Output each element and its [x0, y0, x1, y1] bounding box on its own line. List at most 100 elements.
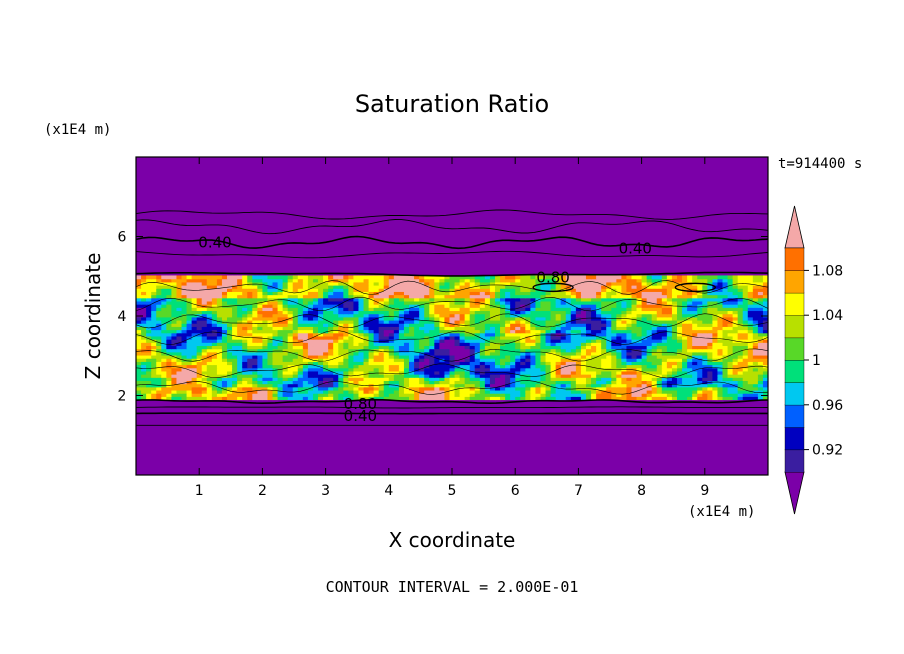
field-cell — [141, 377, 147, 381]
field-cell — [444, 342, 451, 347]
field-cell — [419, 281, 425, 286]
field-cell — [601, 348, 607, 353]
field-cell — [409, 386, 415, 391]
field-cell — [611, 281, 617, 286]
field-cell — [540, 332, 547, 337]
field-cell — [545, 380, 552, 385]
field-cell — [682, 278, 688, 283]
field-cell — [636, 319, 643, 324]
field-cell — [596, 361, 602, 366]
field-cell — [575, 304, 582, 308]
field-cell — [403, 367, 410, 372]
field-cell — [646, 329, 653, 334]
field-cell — [368, 377, 375, 381]
field-cell — [727, 316, 734, 321]
field-cell — [343, 345, 349, 350]
field-cell — [555, 389, 562, 394]
colorbar-tick-label: 0.96 — [812, 398, 843, 414]
field-cell — [722, 377, 729, 381]
field-cell — [656, 310, 663, 315]
field-cell — [606, 332, 612, 337]
field-cell — [211, 323, 218, 327]
field-cell — [398, 310, 405, 315]
field-cell — [343, 383, 349, 388]
field-cell — [565, 326, 572, 331]
field-cell — [166, 377, 172, 381]
field-cell — [252, 297, 258, 302]
field-cell — [454, 342, 461, 347]
field-cell — [323, 281, 329, 286]
field-cell — [216, 396, 223, 401]
field-cell — [762, 351, 768, 356]
x-unit-label: (x1E4 m) — [688, 504, 755, 520]
field-cell — [302, 393, 309, 397]
field-cell — [201, 319, 208, 324]
field-cell — [419, 316, 425, 321]
field-cell — [621, 345, 628, 350]
field-cell — [500, 393, 506, 397]
field-cell — [489, 329, 496, 334]
field-cell — [707, 383, 713, 388]
field-cell — [591, 288, 597, 292]
field-cell — [424, 339, 430, 343]
field-cell — [383, 335, 390, 340]
field-cell — [671, 275, 678, 280]
field-cell — [545, 294, 552, 299]
field-cell — [671, 319, 678, 324]
field-cell — [146, 275, 152, 280]
field-cell — [151, 278, 157, 283]
field-cell — [742, 323, 749, 327]
field-cell — [656, 294, 663, 299]
field-cell — [419, 307, 425, 312]
field-cell — [611, 364, 617, 369]
field-cell — [682, 313, 688, 318]
field-cell — [676, 310, 683, 315]
field-cell — [151, 364, 157, 369]
field-cell — [454, 351, 461, 356]
field-cell — [712, 361, 719, 366]
field-cell — [368, 326, 375, 331]
field-cell — [591, 304, 597, 308]
field-cell — [525, 351, 531, 356]
field-cell — [712, 288, 719, 292]
field-cell — [282, 281, 289, 286]
field-cell — [641, 374, 648, 378]
field-cell — [429, 288, 435, 292]
field-cell — [358, 307, 365, 312]
field-cell — [656, 307, 663, 312]
field-cell — [515, 297, 521, 302]
field-cell — [206, 364, 213, 369]
field-cell — [201, 354, 208, 359]
field-cell — [242, 348, 248, 353]
field-cell — [373, 377, 380, 381]
field-cell — [287, 288, 294, 292]
field-cell — [747, 335, 754, 340]
field-cell — [373, 284, 380, 289]
field-cell — [565, 278, 572, 283]
field-cell — [277, 377, 284, 381]
field-cell — [409, 326, 415, 331]
field-cell — [752, 307, 759, 312]
field-cell — [318, 377, 324, 381]
field-cell — [722, 310, 729, 315]
field-cell — [682, 351, 688, 356]
field-cell — [651, 339, 658, 343]
field-cell — [297, 351, 304, 356]
field-cell — [221, 332, 228, 337]
field-cell — [747, 275, 754, 280]
field-cell — [151, 332, 157, 337]
field-cell — [156, 275, 162, 280]
field-cell — [297, 304, 304, 308]
field-cell — [454, 300, 461, 305]
field-cell — [307, 291, 314, 296]
field-cell — [540, 380, 547, 385]
field-cell — [682, 316, 688, 321]
field-cell — [520, 294, 526, 299]
field-cell — [434, 329, 440, 334]
field-cell — [414, 370, 420, 375]
field-cell — [383, 310, 390, 315]
field-cell — [762, 275, 768, 280]
field-cell — [661, 332, 668, 337]
field-cell — [489, 284, 496, 289]
field-cell — [489, 364, 496, 369]
